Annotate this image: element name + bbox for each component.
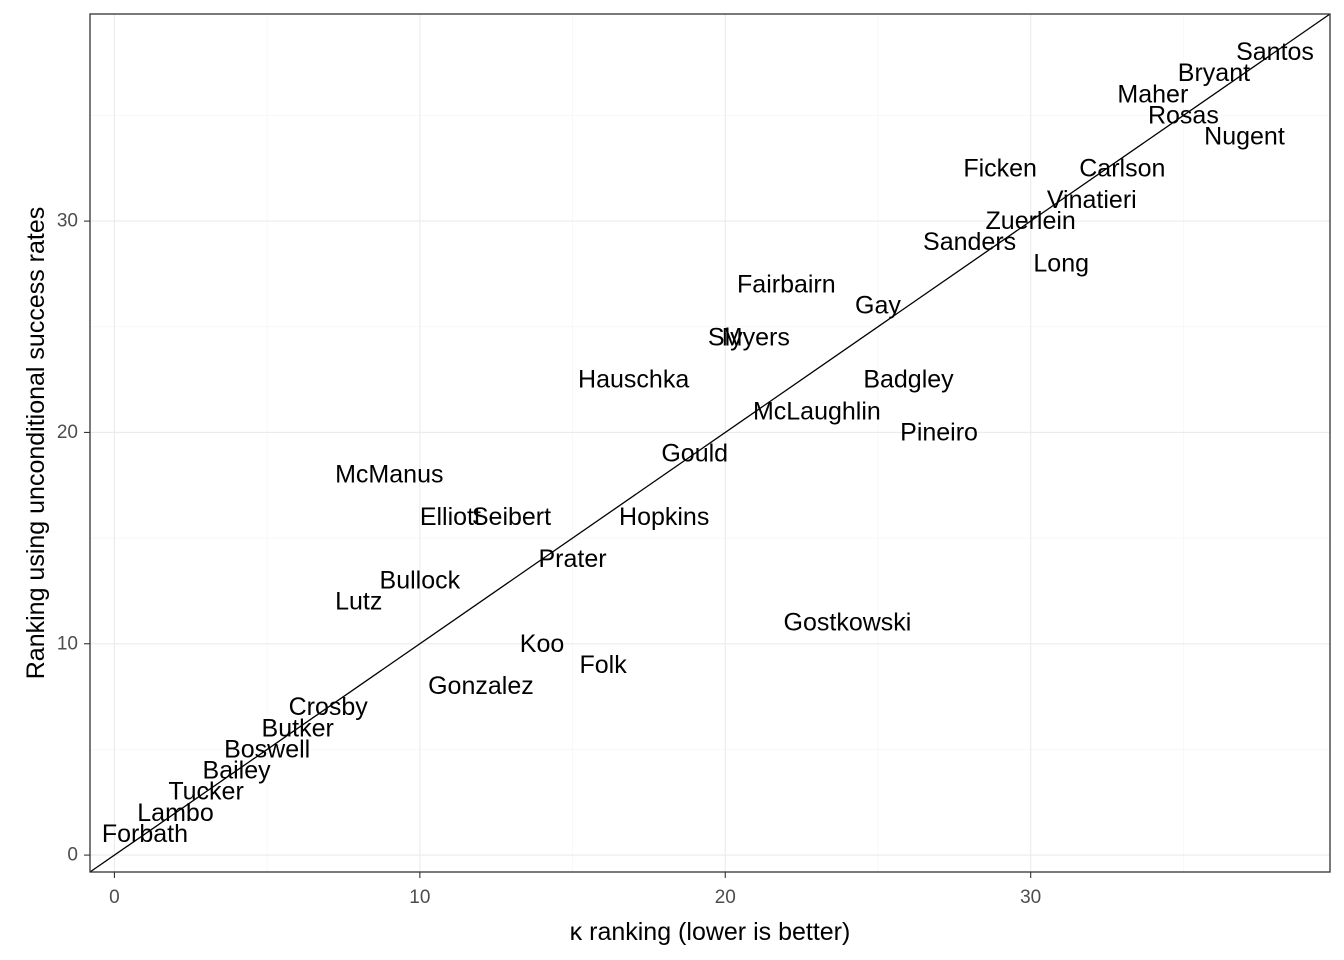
- point-label: Ficken: [963, 154, 1037, 182]
- point-label: McLaughlin: [753, 397, 881, 425]
- point-label: McManus: [335, 461, 443, 489]
- y-tick-label: 20: [57, 422, 78, 443]
- point-label: Hopkins: [619, 503, 709, 531]
- x-axis-ticks: 0 10 20 30: [109, 872, 1041, 908]
- point-label: Crosby: [289, 693, 369, 721]
- point-label: Santos: [1236, 38, 1314, 66]
- point-label: Boswell: [224, 735, 310, 763]
- point-label: Nugent: [1204, 123, 1285, 151]
- point-label: Badgley: [863, 366, 954, 394]
- point-label: Seibert: [472, 503, 551, 531]
- point-label: Gould: [661, 440, 728, 468]
- x-axis-title: κ ranking (lower is better): [570, 918, 851, 946]
- panel-border: [89, 13, 1331, 873]
- point-label: Carlson: [1079, 154, 1165, 182]
- point-label: Bailey: [203, 757, 272, 785]
- y-tick-label: 0: [67, 845, 78, 866]
- point-label: Long: [1033, 249, 1089, 277]
- point-label: Sly: [708, 323, 743, 351]
- point-label: Rosas: [1148, 101, 1219, 129]
- point-label: Lutz: [335, 587, 382, 615]
- point-label: Gay: [855, 292, 901, 320]
- point-label: Tucker: [168, 778, 243, 806]
- x-tick-label: 10: [409, 887, 430, 908]
- point-label: Hauschka: [578, 366, 689, 394]
- x-tick-label: 0: [109, 887, 120, 908]
- point-label: Myers: [722, 323, 790, 351]
- y-axis-title: Ranking using unconditional success rate…: [22, 207, 50, 680]
- point-label: Maher: [1117, 80, 1188, 108]
- reference-line-layer: [89, 13, 1331, 873]
- point-label: Gostkowski: [784, 609, 912, 637]
- point-label: Lambo: [137, 799, 213, 827]
- point-label: Pineiro: [900, 418, 978, 446]
- point-label: Vinatieri: [1047, 186, 1137, 214]
- point-label: Fairbairn: [737, 271, 836, 299]
- point-label: Butker: [262, 714, 334, 742]
- point-label: Bullock: [380, 566, 461, 594]
- point-label: Koo: [520, 630, 564, 658]
- x-tick-label: 30: [1020, 887, 1041, 908]
- y-axis-ticks: 0 10 20 30: [57, 211, 90, 866]
- reference-line: [89, 13, 1331, 873]
- point-label: Bryant: [1178, 59, 1250, 87]
- point-label: Forbath: [102, 820, 188, 848]
- point-label: Prater: [539, 545, 607, 573]
- point-label: Folk: [579, 651, 627, 679]
- point-label: Sanders: [923, 228, 1016, 256]
- point-label: Gonzalez: [428, 672, 534, 700]
- y-tick-label: 30: [57, 211, 78, 232]
- point-label: Zuerlein: [986, 207, 1076, 235]
- x-tick-label: 20: [715, 887, 736, 908]
- point-label: Elliott: [420, 503, 481, 531]
- y-tick-label: 10: [57, 633, 78, 654]
